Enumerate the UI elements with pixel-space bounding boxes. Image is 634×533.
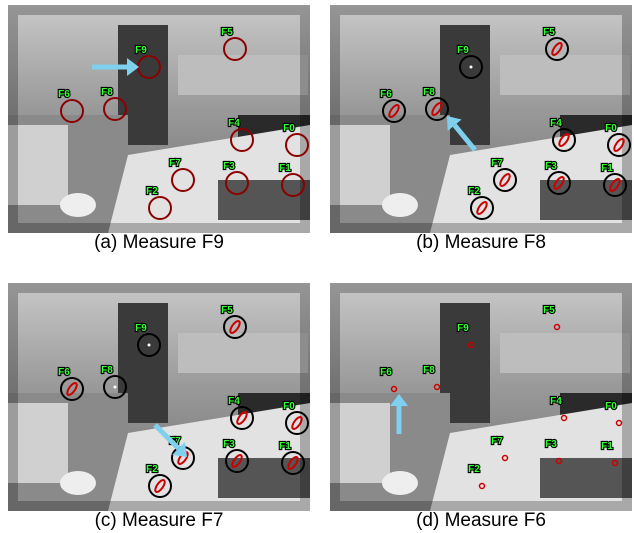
feature-label: F5 [543,27,555,38]
feature-label: F8 [423,365,435,376]
panel: F9 F5 F6 F8 F4 F0 F7 F3 F1 F2 [330,283,632,511]
feature-label: F2 [468,186,480,197]
feature-label: F3 [545,161,557,172]
feature-label: F3 [545,439,557,450]
feature-label: F1 [279,441,291,452]
feature-label: F1 [601,163,613,174]
feature-label: F1 [279,163,291,174]
caption: (c) Measure F7 [95,510,224,531]
feature-label: F2 [146,464,158,475]
feature-label: F7 [169,158,181,169]
feature-label: F0 [605,123,617,134]
feature-label: F0 [283,123,295,134]
photo [8,283,310,511]
panel: F9 F5 F6 F8 F4 F0 F7 F3 F1 F2 [330,5,632,233]
photo [8,5,310,233]
feature-label: F7 [491,158,503,169]
feature-label: F5 [543,305,555,316]
feature-label: F4 [228,396,240,407]
feature-label: F9 [457,323,469,334]
figure: F9 F5 F6 F8 F4 F0 F7 F3 F1 F2 (a) Measure F9 F9 F5 F6… [0,0,634,533]
feature-label: F0 [605,401,617,412]
feature-label: F1 [601,441,613,452]
feature-label: F6 [58,367,70,378]
feature-label: F0 [283,401,295,412]
feature-label: F8 [101,87,113,98]
photo [330,5,632,233]
feature-dot [148,344,151,347]
feature-dot [114,386,117,389]
feature-label: F4 [550,118,562,129]
feature-label: F5 [221,27,233,38]
caption: (b) Measure F8 [416,232,546,253]
feature-label: F3 [223,161,235,172]
caption: (d) Measure F6 [416,510,546,531]
caption: (a) Measure F9 [94,232,224,253]
feature-label: F9 [135,45,147,56]
feature-label: F7 [491,436,503,447]
feature-dot [470,66,473,69]
feature-label: F9 [457,45,469,56]
feature-label: F2 [468,464,480,475]
panel: F9 F5 F6 F8 F4 F0 F7 F3 F1 F2 [8,5,310,233]
feature-label: F6 [58,89,70,100]
feature-label: F2 [146,186,158,197]
feature-label: F4 [550,396,562,407]
feature-label: F6 [380,89,392,100]
feature-label: F4 [228,118,240,129]
feature-label: F8 [101,365,113,376]
feature-label: F3 [223,439,235,450]
feature-label: F5 [221,305,233,316]
feature-label: F6 [380,367,392,378]
feature-label: F8 [423,87,435,98]
feature-label: F9 [135,323,147,334]
photo [330,283,632,511]
